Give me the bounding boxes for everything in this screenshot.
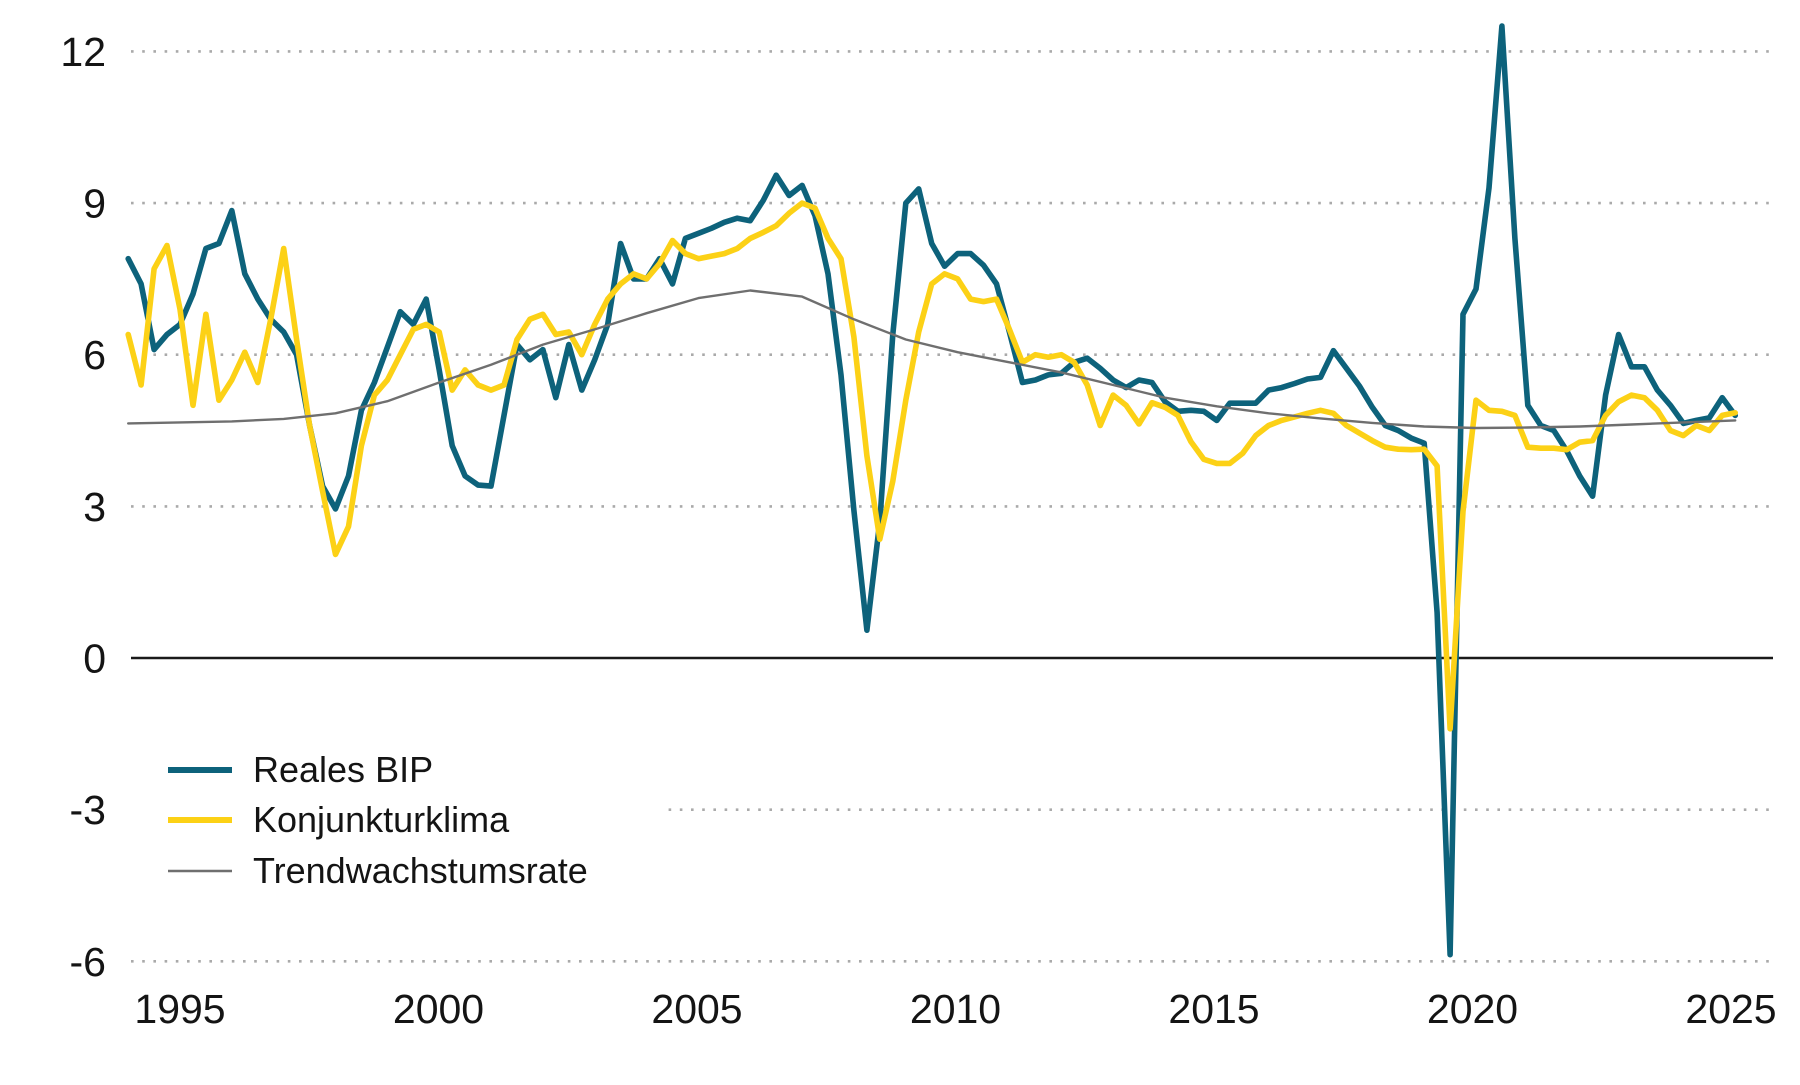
- series-line-konjunkturklima: [125, 200, 1738, 732]
- legend-item-trendwachstumsrate: Trendwachstumsrate: [168, 850, 588, 891]
- series-line-reales-bip: [125, 23, 1738, 958]
- y-tick-label-0: 0: [83, 636, 106, 682]
- x-tick-label-2005: 2005: [651, 986, 742, 1032]
- y-tick-label-3: 3: [83, 484, 106, 530]
- legend: Reales BIP Konjunkturklima Trendwachstum…: [118, 733, 663, 905]
- x-tick-label-2025: 2025: [1685, 986, 1776, 1032]
- y-axis-tick-labels: 12 9 6 3 0 -3 -6: [60, 29, 106, 985]
- series-line-trendwachstumsrate: [126, 289, 1737, 430]
- y-tick-label-6: 6: [83, 332, 106, 378]
- legend-label-trendwachstumsrate: Trendwachstumsrate: [253, 850, 588, 891]
- legend-label-konjunkturklima: Konjunkturklima: [253, 799, 510, 840]
- y-tick-label-neg6: -6: [70, 939, 106, 985]
- x-tick-label-2010: 2010: [910, 986, 1001, 1032]
- x-tick-label-2000: 2000: [393, 986, 484, 1032]
- x-tick-label-1995: 1995: [134, 986, 225, 1032]
- x-tick-label-2015: 2015: [1168, 986, 1259, 1032]
- y-tick-label-9: 9: [83, 181, 106, 227]
- legend-item-konjunkturklima: Konjunkturklima: [168, 799, 510, 840]
- legend-label-reales-bip: Reales BIP: [253, 749, 433, 790]
- legend-item-reales-bip: Reales BIP: [168, 749, 433, 790]
- series-layer: [125, 23, 1738, 958]
- x-tick-label-2020: 2020: [1427, 986, 1518, 1032]
- y-tick-label-12: 12: [60, 29, 106, 75]
- x-axis-tick-labels: 1995 2000 2005 2010 2015 2020 2025: [134, 986, 1776, 1032]
- y-tick-label-neg3: -3: [70, 787, 106, 833]
